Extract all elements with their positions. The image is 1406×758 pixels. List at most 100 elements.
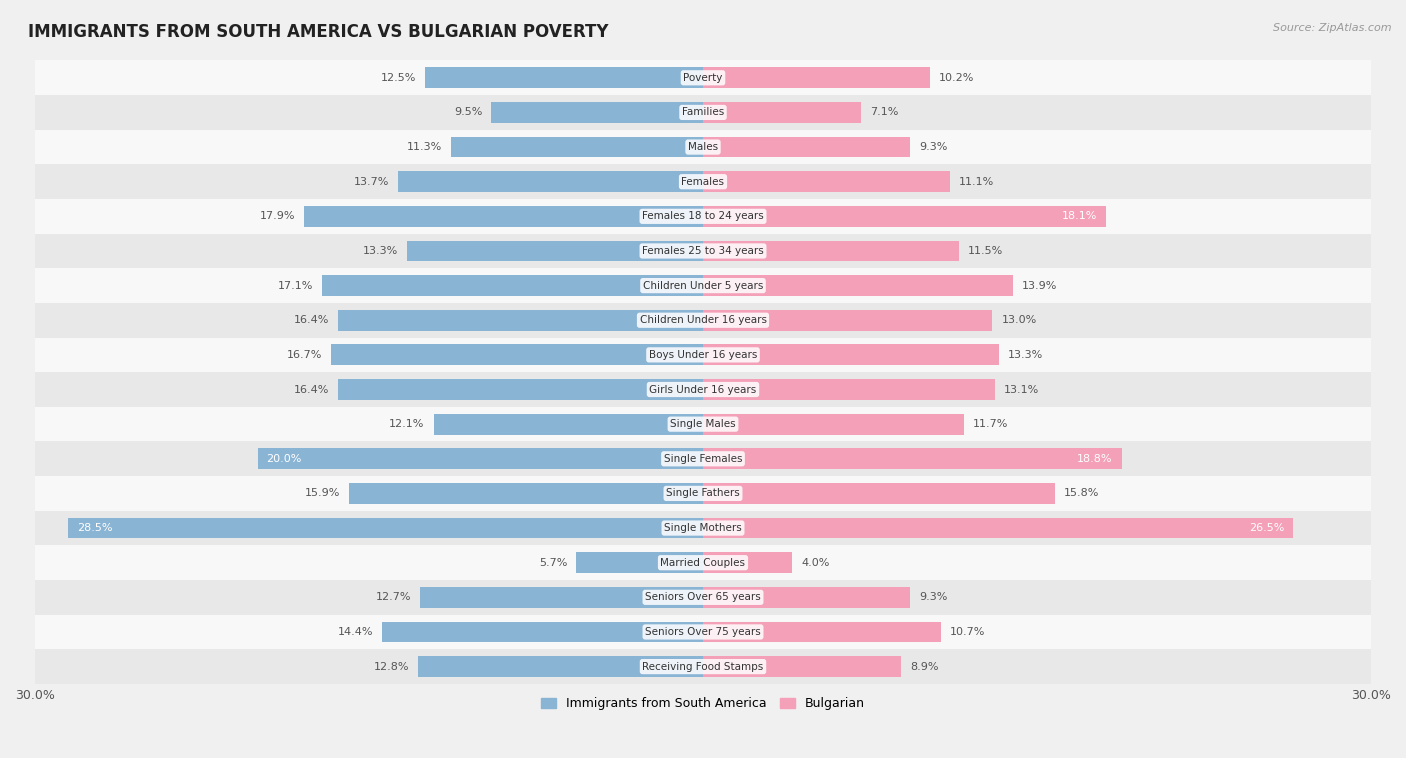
Text: Girls Under 16 years: Girls Under 16 years <box>650 384 756 394</box>
Bar <box>703 656 901 677</box>
Bar <box>257 449 703 469</box>
Text: 13.3%: 13.3% <box>1008 350 1043 360</box>
Text: 9.3%: 9.3% <box>920 142 948 152</box>
Text: 11.7%: 11.7% <box>973 419 1008 429</box>
Bar <box>703 310 993 330</box>
Bar <box>703 379 994 400</box>
Text: 14.4%: 14.4% <box>337 627 374 637</box>
Bar <box>35 580 1371 615</box>
Bar <box>703 587 910 608</box>
Bar <box>35 407 1371 441</box>
Text: 13.7%: 13.7% <box>354 177 389 186</box>
Text: 13.1%: 13.1% <box>1004 384 1039 394</box>
Text: Seniors Over 65 years: Seniors Over 65 years <box>645 592 761 603</box>
Text: 12.8%: 12.8% <box>374 662 409 672</box>
Text: 11.3%: 11.3% <box>408 142 443 152</box>
Bar <box>337 310 703 330</box>
Text: Married Couples: Married Couples <box>661 558 745 568</box>
Text: Seniors Over 75 years: Seniors Over 75 years <box>645 627 761 637</box>
Text: 12.1%: 12.1% <box>389 419 425 429</box>
Bar <box>492 102 703 123</box>
Bar <box>35 164 1371 199</box>
Text: IMMIGRANTS FROM SOUTH AMERICA VS BULGARIAN POVERTY: IMMIGRANTS FROM SOUTH AMERICA VS BULGARI… <box>28 23 609 41</box>
Text: 17.1%: 17.1% <box>278 280 314 290</box>
Legend: Immigrants from South America, Bulgarian: Immigrants from South America, Bulgarian <box>537 692 869 715</box>
Bar <box>433 414 703 434</box>
Text: 11.1%: 11.1% <box>959 177 994 186</box>
Bar <box>35 650 1371 684</box>
Text: Receiving Food Stamps: Receiving Food Stamps <box>643 662 763 672</box>
Text: 10.2%: 10.2% <box>939 73 974 83</box>
Text: 9.5%: 9.5% <box>454 108 482 117</box>
Bar <box>703 67 931 88</box>
Text: 26.5%: 26.5% <box>1249 523 1284 533</box>
Text: 13.3%: 13.3% <box>363 246 398 256</box>
Text: 15.8%: 15.8% <box>1064 488 1099 499</box>
Bar <box>35 61 1371 95</box>
Text: 5.7%: 5.7% <box>538 558 567 568</box>
Bar <box>703 171 950 192</box>
Text: 4.0%: 4.0% <box>801 558 830 568</box>
Bar <box>35 268 1371 303</box>
Text: 7.1%: 7.1% <box>870 108 898 117</box>
Bar <box>382 622 703 642</box>
Text: Single Males: Single Males <box>671 419 735 429</box>
Text: 20.0%: 20.0% <box>267 454 302 464</box>
Text: Source: ZipAtlas.com: Source: ZipAtlas.com <box>1274 23 1392 33</box>
Bar <box>35 130 1371 164</box>
Text: 16.4%: 16.4% <box>294 315 329 325</box>
Text: Families: Families <box>682 108 724 117</box>
Text: Single Females: Single Females <box>664 454 742 464</box>
Text: 11.5%: 11.5% <box>967 246 1004 256</box>
Bar <box>330 344 703 365</box>
Bar <box>703 449 1122 469</box>
Bar <box>35 199 1371 233</box>
Text: Poverty: Poverty <box>683 73 723 83</box>
Text: Single Mothers: Single Mothers <box>664 523 742 533</box>
Text: 8.9%: 8.9% <box>910 662 939 672</box>
Bar <box>35 441 1371 476</box>
Text: Females 25 to 34 years: Females 25 to 34 years <box>643 246 763 256</box>
Bar <box>349 483 703 504</box>
Bar <box>35 337 1371 372</box>
Bar <box>420 587 703 608</box>
Text: 16.4%: 16.4% <box>294 384 329 394</box>
Text: Children Under 5 years: Children Under 5 years <box>643 280 763 290</box>
Bar <box>35 545 1371 580</box>
Text: 16.7%: 16.7% <box>287 350 322 360</box>
Text: 15.9%: 15.9% <box>305 488 340 499</box>
Text: Females 18 to 24 years: Females 18 to 24 years <box>643 211 763 221</box>
Text: 13.9%: 13.9% <box>1021 280 1057 290</box>
Bar <box>35 95 1371 130</box>
Text: 9.3%: 9.3% <box>920 592 948 603</box>
Text: Males: Males <box>688 142 718 152</box>
Bar <box>703 483 1054 504</box>
Bar <box>703 240 959 262</box>
Bar <box>703 553 792 573</box>
Text: Children Under 16 years: Children Under 16 years <box>640 315 766 325</box>
Text: 28.5%: 28.5% <box>77 523 112 533</box>
Bar <box>703 344 1000 365</box>
Text: 18.8%: 18.8% <box>1077 454 1112 464</box>
Text: 12.5%: 12.5% <box>381 73 416 83</box>
Bar <box>703 622 941 642</box>
Bar <box>35 615 1371 650</box>
Text: 10.7%: 10.7% <box>950 627 986 637</box>
Bar <box>35 303 1371 337</box>
Bar <box>703 518 1294 538</box>
Text: 17.9%: 17.9% <box>260 211 295 221</box>
Bar <box>703 102 860 123</box>
Bar <box>425 67 703 88</box>
Text: 12.7%: 12.7% <box>375 592 412 603</box>
Bar <box>35 372 1371 407</box>
Bar <box>398 171 703 192</box>
Bar <box>703 275 1012 296</box>
Text: 13.0%: 13.0% <box>1001 315 1036 325</box>
Bar <box>451 136 703 158</box>
Bar <box>703 414 963 434</box>
Bar <box>69 518 703 538</box>
Text: Single Fathers: Single Fathers <box>666 488 740 499</box>
Bar <box>322 275 703 296</box>
Bar <box>35 476 1371 511</box>
Text: Females: Females <box>682 177 724 186</box>
